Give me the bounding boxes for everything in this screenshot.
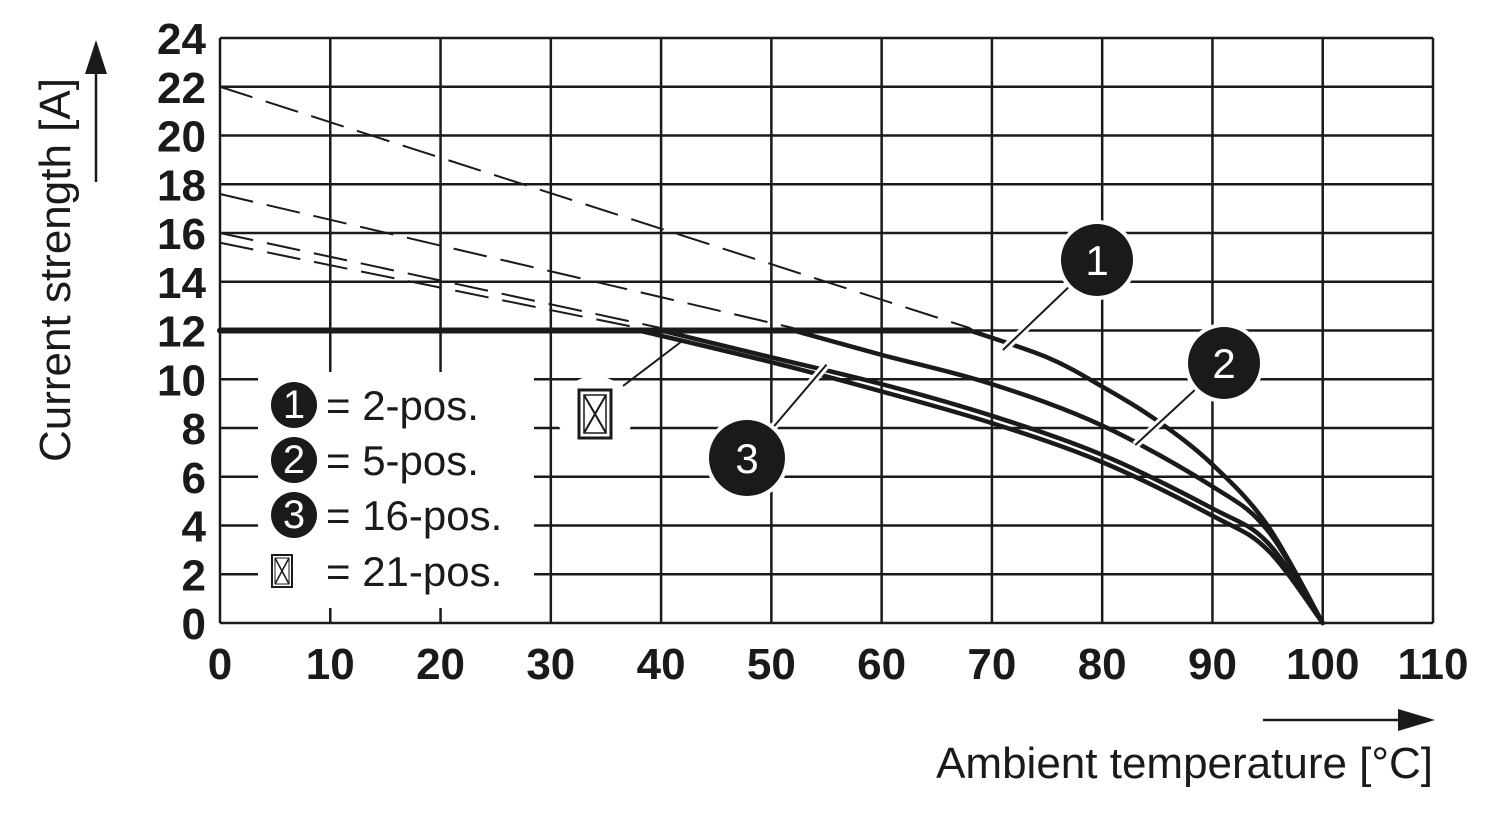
series-dashed-2 [219,193,794,330]
x-tick-label: 90 [1188,640,1237,689]
callout-number: 1 [1085,237,1108,284]
legend-label: = 2-pos. [326,382,479,429]
crossed-box-inner [274,557,290,585]
series-dashed-3 [219,232,662,330]
callout-2: 2 [1132,323,1264,448]
legend-item: = 21-pos. [271,548,502,595]
legend-badge-number: 1 [283,383,305,427]
x-tick-label: 0 [208,640,232,689]
callout-crossed-box [557,339,684,452]
x-axis-arrow-head [1398,709,1435,731]
series-line-3 [658,328,1325,626]
callouts: 1 2 3 [557,220,1264,500]
x-tick-label: 70 [967,640,1016,689]
grid [218,36,1435,625]
series-dashed-crossed-box [219,241,640,330]
y-tick-label: 20 [157,113,206,162]
legend-label: = 16-pos. [326,492,502,539]
x-tick-label: 80 [1078,640,1127,689]
y-tick-label: 22 [157,64,206,113]
crossed-box-diag [274,557,290,585]
callout-badge [709,420,785,496]
legend-badge-number: 3 [283,493,305,537]
x-tick-label: 30 [526,640,575,689]
series-dashed-1 [219,85,971,330]
crossed-box-diag [583,394,607,434]
dashed-extensions [219,85,971,330]
y-tick-label: 2 [182,551,206,600]
y-tick-label: 18 [157,161,206,210]
x-axis-title-group: Ambient temperature [°C] [936,709,1435,788]
y-tick-label: 6 [182,454,206,503]
legend-badge [271,382,317,428]
leader-line [622,339,684,387]
legend-label: = 21-pos. [326,548,502,595]
x-tick-label: 20 [416,640,465,689]
legend-item: 2 = 5-pos. [271,437,479,484]
y-axis-arrow-head [85,40,107,74]
callout-number: 3 [735,435,758,482]
x-axis-title: Ambient temperature [°C] [936,739,1433,788]
legend-badge [271,437,317,483]
legend-item: 1 = 2-pos. [271,382,479,429]
tick-labels: 0 10 20 30 40 50 60 70 80 90 100 110024681012141618… [157,15,1468,689]
crossed-box-icon [577,388,613,440]
y-axis-title-group: Current strength [A] [31,40,107,462]
x-tick-label: 110 [1398,640,1469,689]
y-axis-title: Current strength [A] [31,78,80,462]
legend-label: = 5-pos. [326,437,479,484]
y-tick-label: 24 [157,15,206,64]
y-tick-label: 14 [157,259,206,308]
legend-badge [271,492,317,538]
crossed-box-inner [583,394,607,434]
y-tick-label: 8 [182,405,206,454]
y-tick-label: 0 [182,600,206,649]
x-tick-label: 10 [306,640,355,689]
callout-1: 1 [1000,220,1137,353]
callout-number: 2 [1212,340,1235,387]
x-tick-label: 50 [747,640,796,689]
x-tick-label: 100 [1286,640,1359,689]
legend-badge-number: 2 [283,438,305,482]
legend: 1 = 2-pos. 2 = 5-pos. 3 = 16-pos. = 21-pos. [258,372,534,608]
legend-item: 3 = 16-pos. [271,492,502,539]
series-line-crossed-box [636,328,1325,626]
series-line-2 [791,328,1325,626]
y-tick-label: 4 [182,503,207,552]
crossed-box-icon [271,554,293,588]
y-tick-label: 12 [157,308,206,357]
callout-3: 3 [705,362,830,500]
x-tick-label: 40 [637,640,686,689]
callout-badge [1061,224,1133,296]
callout-badge [1188,327,1260,399]
x-tick-label: 60 [857,640,906,689]
y-tick-label: 10 [157,356,206,405]
y-tick-label: 16 [157,210,206,259]
